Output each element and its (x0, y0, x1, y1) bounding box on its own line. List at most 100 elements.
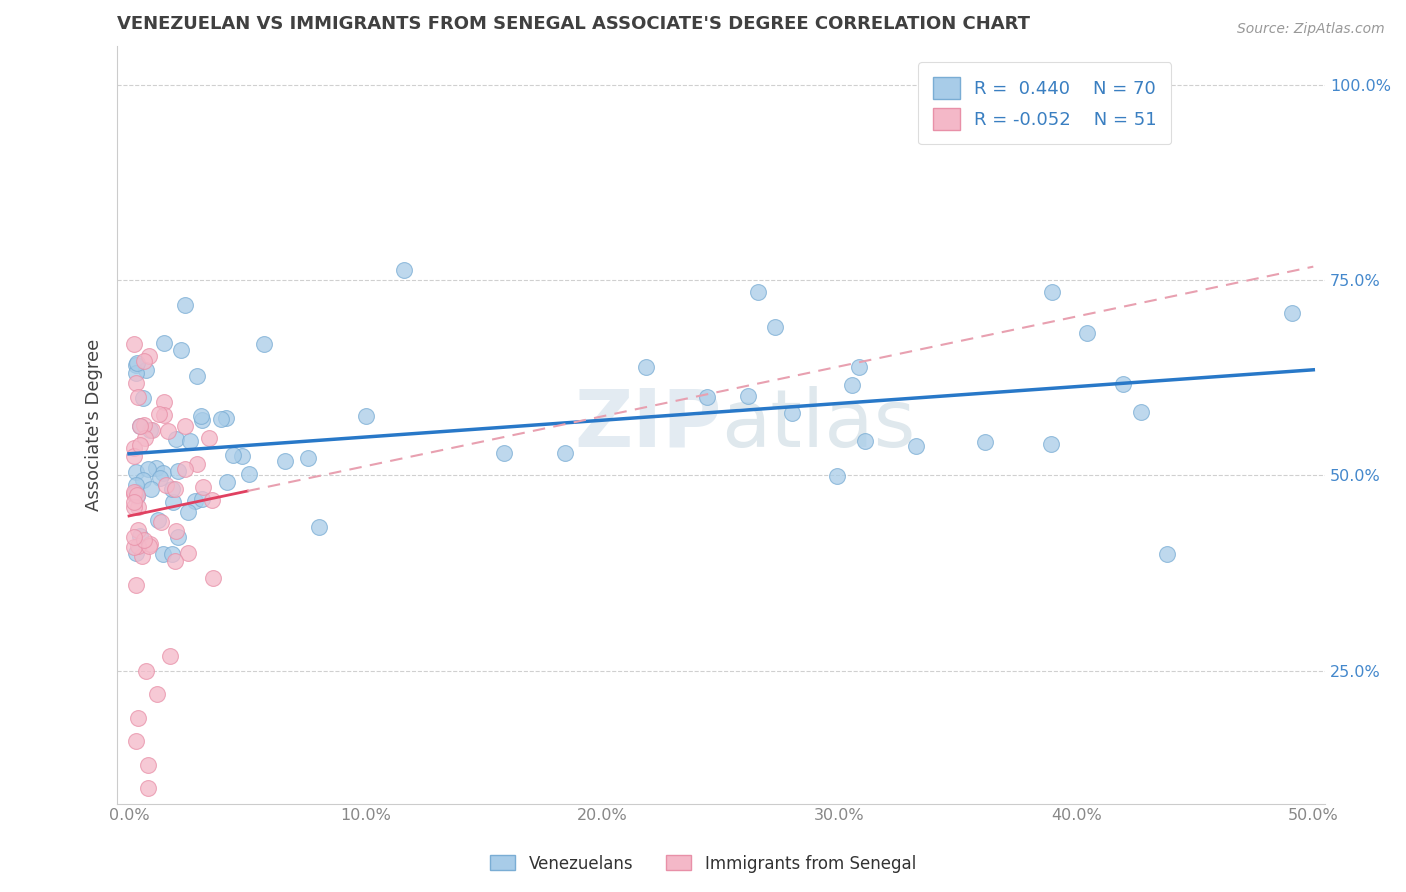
Point (186, 458, 208, 472)
Point (141, 423, 163, 437)
Point (129, 418, 152, 433)
Point (825, 468, 848, 483)
Point (160, 483, 183, 497)
Point (122, 530, 145, 544)
Point (122, 485, 145, 500)
Text: Source: ZipAtlas.com: Source: ZipAtlas.com (1237, 22, 1385, 37)
Point (127, 524, 149, 538)
Point (125, 478, 148, 492)
Point (122, 500, 145, 514)
Point (186, 368, 208, 383)
Point (177, 505, 200, 519)
Point (122, 487, 145, 501)
Point (145, 461, 167, 475)
Point (747, 285, 769, 299)
Point (973, 435, 995, 450)
Point (127, 711, 149, 725)
Point (163, 482, 186, 496)
Point (127, 539, 149, 553)
Point (354, 409, 377, 424)
Point (128, 437, 150, 451)
Point (274, 454, 297, 468)
Text: VENEZUELAN VS IMMIGRANTS FROM SENEGAL ASSOCIATE'S DEGREE CORRELATION CHART: VENEZUELAN VS IMMIGRANTS FROM SENEGAL AS… (117, 15, 1031, 33)
Point (152, 335, 174, 350)
Point (125, 358, 148, 372)
Point (125, 356, 148, 370)
Point (122, 449, 145, 463)
Y-axis label: Associate's Degree: Associate's Degree (86, 339, 103, 511)
Point (122, 441, 145, 455)
Point (165, 432, 187, 446)
Point (138, 757, 160, 772)
Point (183, 494, 205, 508)
Point (125, 485, 148, 500)
Point (162, 495, 184, 509)
Point (152, 394, 174, 409)
Point (169, 343, 191, 357)
Point (134, 417, 156, 432)
Point (167, 530, 190, 544)
Point (201, 571, 224, 585)
Point (253, 336, 276, 351)
Point (190, 409, 212, 423)
Point (1040, 437, 1063, 451)
Point (191, 480, 214, 494)
Point (122, 336, 145, 351)
Legend: R =  0.440    N = 70, R = -0.052    N = 51: R = 0.440 N = 70, R = -0.052 N = 51 (918, 62, 1171, 145)
Point (132, 354, 155, 368)
Point (554, 446, 576, 460)
Point (156, 424, 179, 438)
Point (737, 389, 759, 403)
Point (308, 520, 330, 534)
Point (139, 424, 162, 438)
Point (696, 390, 718, 404)
Point (176, 546, 198, 560)
Point (841, 378, 863, 392)
Point (763, 320, 786, 334)
Point (146, 513, 169, 527)
Point (848, 360, 870, 375)
Point (222, 449, 245, 463)
Point (125, 376, 148, 390)
Point (127, 500, 149, 514)
Text: ZIP: ZIP (574, 385, 721, 464)
Point (127, 488, 149, 502)
Point (1076, 326, 1098, 340)
Point (231, 449, 253, 463)
Point (1156, 547, 1178, 561)
Point (163, 554, 186, 568)
Point (125, 489, 148, 503)
Point (173, 419, 195, 434)
Point (174, 462, 197, 476)
Point (148, 407, 170, 421)
Point (1281, 306, 1303, 320)
Point (139, 537, 162, 551)
Point (148, 471, 170, 485)
Point (135, 664, 157, 678)
Point (129, 419, 152, 434)
Point (131, 549, 153, 564)
Point (211, 412, 233, 426)
Point (155, 478, 177, 492)
Point (167, 464, 190, 478)
Point (165, 524, 187, 538)
Point (179, 434, 201, 448)
Point (146, 687, 169, 701)
Point (1040, 285, 1063, 299)
Point (215, 475, 238, 490)
Point (141, 483, 163, 497)
Point (138, 539, 160, 553)
Point (152, 547, 174, 561)
Point (152, 467, 174, 481)
Point (215, 410, 238, 425)
Point (238, 467, 260, 481)
Point (174, 298, 197, 312)
Point (191, 413, 214, 427)
Point (129, 529, 152, 543)
Point (138, 349, 160, 363)
Point (150, 515, 173, 529)
Point (125, 546, 148, 560)
Point (153, 408, 176, 422)
Text: atlas: atlas (721, 385, 915, 464)
Point (124, 494, 146, 508)
